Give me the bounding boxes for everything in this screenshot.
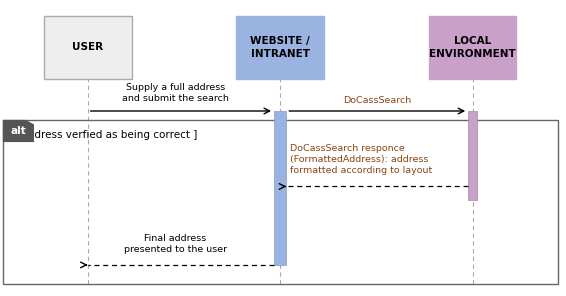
Bar: [468, 111, 477, 200]
Bar: [3, 120, 558, 284]
Polygon shape: [3, 120, 34, 142]
Text: DoCassSearch responce
(FormattedAddress): address
formatted according to layout: DoCassSearch responce (FormattedAddress)…: [290, 144, 432, 176]
Bar: [274, 111, 286, 265]
Text: Supply a full address
and submit the search: Supply a full address and submit the sea…: [122, 83, 229, 103]
Text: WEBSITE /
INTRANET: WEBSITE / INTRANET: [250, 36, 310, 59]
Bar: [429, 15, 516, 79]
Text: LOCAL
ENVIRONMENT: LOCAL ENVIRONMENT: [429, 36, 516, 59]
Text: DoCassSearch: DoCassSearch: [343, 96, 411, 104]
Bar: [237, 15, 324, 79]
Bar: [44, 15, 131, 79]
Text: alt: alt: [11, 126, 26, 136]
Text: [ address verfied as being correct ]: [ address verfied as being correct ]: [14, 130, 198, 140]
Text: USER: USER: [72, 42, 103, 52]
Text: Final address
presented to the user: Final address presented to the user: [124, 234, 227, 254]
